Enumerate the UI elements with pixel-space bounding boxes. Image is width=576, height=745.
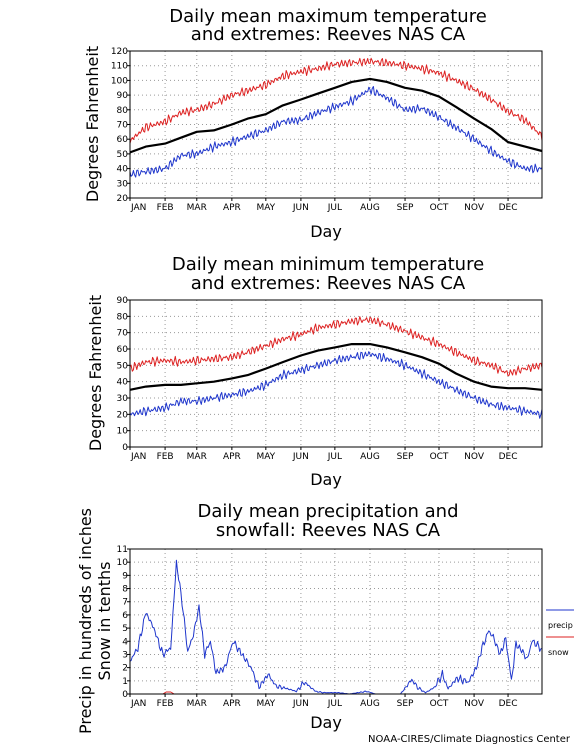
y-axis-label: Degrees Fahrenheit [86, 295, 105, 451]
credit-text: NOAA-CIRES/Climate Diagnostics Center [368, 734, 571, 745]
y-tick-label: 10 [117, 427, 129, 437]
x-tick-label: NOV [464, 203, 485, 213]
x-tick-label: APR [223, 452, 241, 462]
y-tick-label: 90 [117, 296, 129, 306]
legend-label-snow: snow [548, 648, 569, 657]
y-tick-label: 120 [111, 47, 128, 57]
y-tick-label: 40 [117, 165, 129, 175]
x-tick-label: JUL [327, 699, 342, 709]
x-tick-label: SEP [397, 699, 414, 709]
x-tick-label: MAR [187, 452, 207, 462]
y-tick-label: 0 [122, 443, 128, 453]
y-tick-label: 90 [117, 91, 129, 101]
x-tick-label: JUL [327, 203, 342, 213]
series-line-mean [129, 343, 543, 391]
x-tick-label: NOV [464, 452, 485, 462]
legend-label-precip: precip [548, 621, 573, 630]
chart-title-line: snowfall: Reeves NAS CA [216, 520, 441, 541]
y-tick-label: 20 [117, 410, 129, 420]
chart-title-line: Daily mean minimum temperature [172, 254, 484, 275]
x-tick-label: MAR [187, 203, 207, 213]
x-tick-label: AUG [360, 452, 380, 462]
y-tick-label: 2 [122, 664, 128, 674]
y-axis-label-line: Snow in tenths [95, 562, 114, 681]
chart-title-line: and extremes: Reeves NAS CA [191, 24, 466, 45]
y-tick-label: 100 [111, 76, 128, 86]
y-tick-label: 70 [117, 329, 129, 339]
x-tick-label: SEP [397, 203, 414, 213]
x-tick-label: AUG [360, 699, 380, 709]
x-tick-label: APR [223, 699, 241, 709]
y-tick-label: 20 [117, 194, 129, 204]
x-tick-label: MAR [187, 699, 207, 709]
series-line-precip [129, 559, 543, 695]
y-tick-label: 70 [117, 121, 129, 131]
plot-frame [129, 299, 543, 448]
x-axis-label: Day [310, 713, 342, 732]
x-tick-label: SEP [397, 452, 414, 462]
chart-title-line: Daily mean precipitation and [197, 501, 458, 522]
y-tick-label: 110 [111, 62, 128, 72]
y-axis-label-line: Precip in hundreds of inches [76, 508, 95, 734]
x-tick-label: DEC [499, 699, 518, 709]
y-tick-label: 60 [117, 345, 129, 355]
series-line-mean [129, 77, 543, 154]
y-tick-label: 50 [117, 150, 129, 160]
y-tick-label: 50 [117, 361, 129, 371]
series-line-max [129, 316, 543, 377]
y-tick-label: 80 [117, 106, 129, 116]
chart-title-line: Daily mean maximum temperature [169, 6, 487, 27]
series-line-min [129, 86, 543, 178]
y-tick-label: 5 [122, 624, 128, 634]
x-axis-label: Day [310, 470, 342, 489]
x-tick-label: JUN [292, 203, 309, 213]
y-tick-label: 8 [122, 585, 128, 595]
y-tick-label: 30 [117, 179, 129, 189]
y-tick-label: 0 [122, 690, 128, 700]
y-axis-label: Degrees Fahrenheit [83, 46, 102, 202]
x-tick-label: JUN [292, 699, 309, 709]
x-tick-label: DEC [499, 452, 518, 462]
y-tick-label: 6 [122, 611, 128, 621]
y-tick-label: 60 [117, 135, 129, 145]
y-tick-label: 11 [117, 545, 128, 555]
y-tick-label: 10 [117, 558, 129, 568]
x-tick-label: JAN [130, 203, 146, 213]
x-tick-label: OCT [430, 699, 449, 709]
x-tick-label: JUN [292, 452, 309, 462]
y-tick-label: 80 [117, 312, 129, 322]
series-line-min [129, 351, 543, 419]
x-tick-label: MAY [256, 699, 275, 709]
y-tick-label: 3 [122, 650, 128, 660]
x-tick-label: FEB [157, 452, 174, 462]
x-tick-label: JUL [327, 452, 342, 462]
x-tick-label: OCT [430, 452, 449, 462]
chart-title-line: and extremes: Reeves NAS CA [191, 273, 466, 294]
y-tick-label: 40 [117, 378, 129, 388]
x-tick-label: FEB [157, 699, 174, 709]
x-tick-label: MAY [256, 452, 275, 462]
x-tick-label: JAN [130, 699, 146, 709]
y-tick-label: 9 [122, 571, 128, 581]
x-tick-label: FEB [157, 203, 174, 213]
y-tick-label: 4 [122, 637, 128, 647]
x-tick-label: DEC [499, 203, 518, 213]
y-tick-label: 7 [122, 598, 128, 608]
x-tick-label: OCT [430, 203, 449, 213]
x-tick-label: NOV [464, 699, 485, 709]
x-tick-label: AUG [360, 203, 380, 213]
y-tick-label: 30 [117, 394, 129, 404]
x-tick-label: JAN [130, 452, 146, 462]
plot-frame [129, 548, 543, 695]
y-tick-label: 1 [122, 677, 128, 687]
x-tick-label: APR [223, 203, 241, 213]
series-line-max [129, 57, 543, 144]
plot-frame [129, 50, 543, 199]
x-axis-label: Day [310, 222, 342, 241]
x-tick-label: MAY [256, 203, 275, 213]
